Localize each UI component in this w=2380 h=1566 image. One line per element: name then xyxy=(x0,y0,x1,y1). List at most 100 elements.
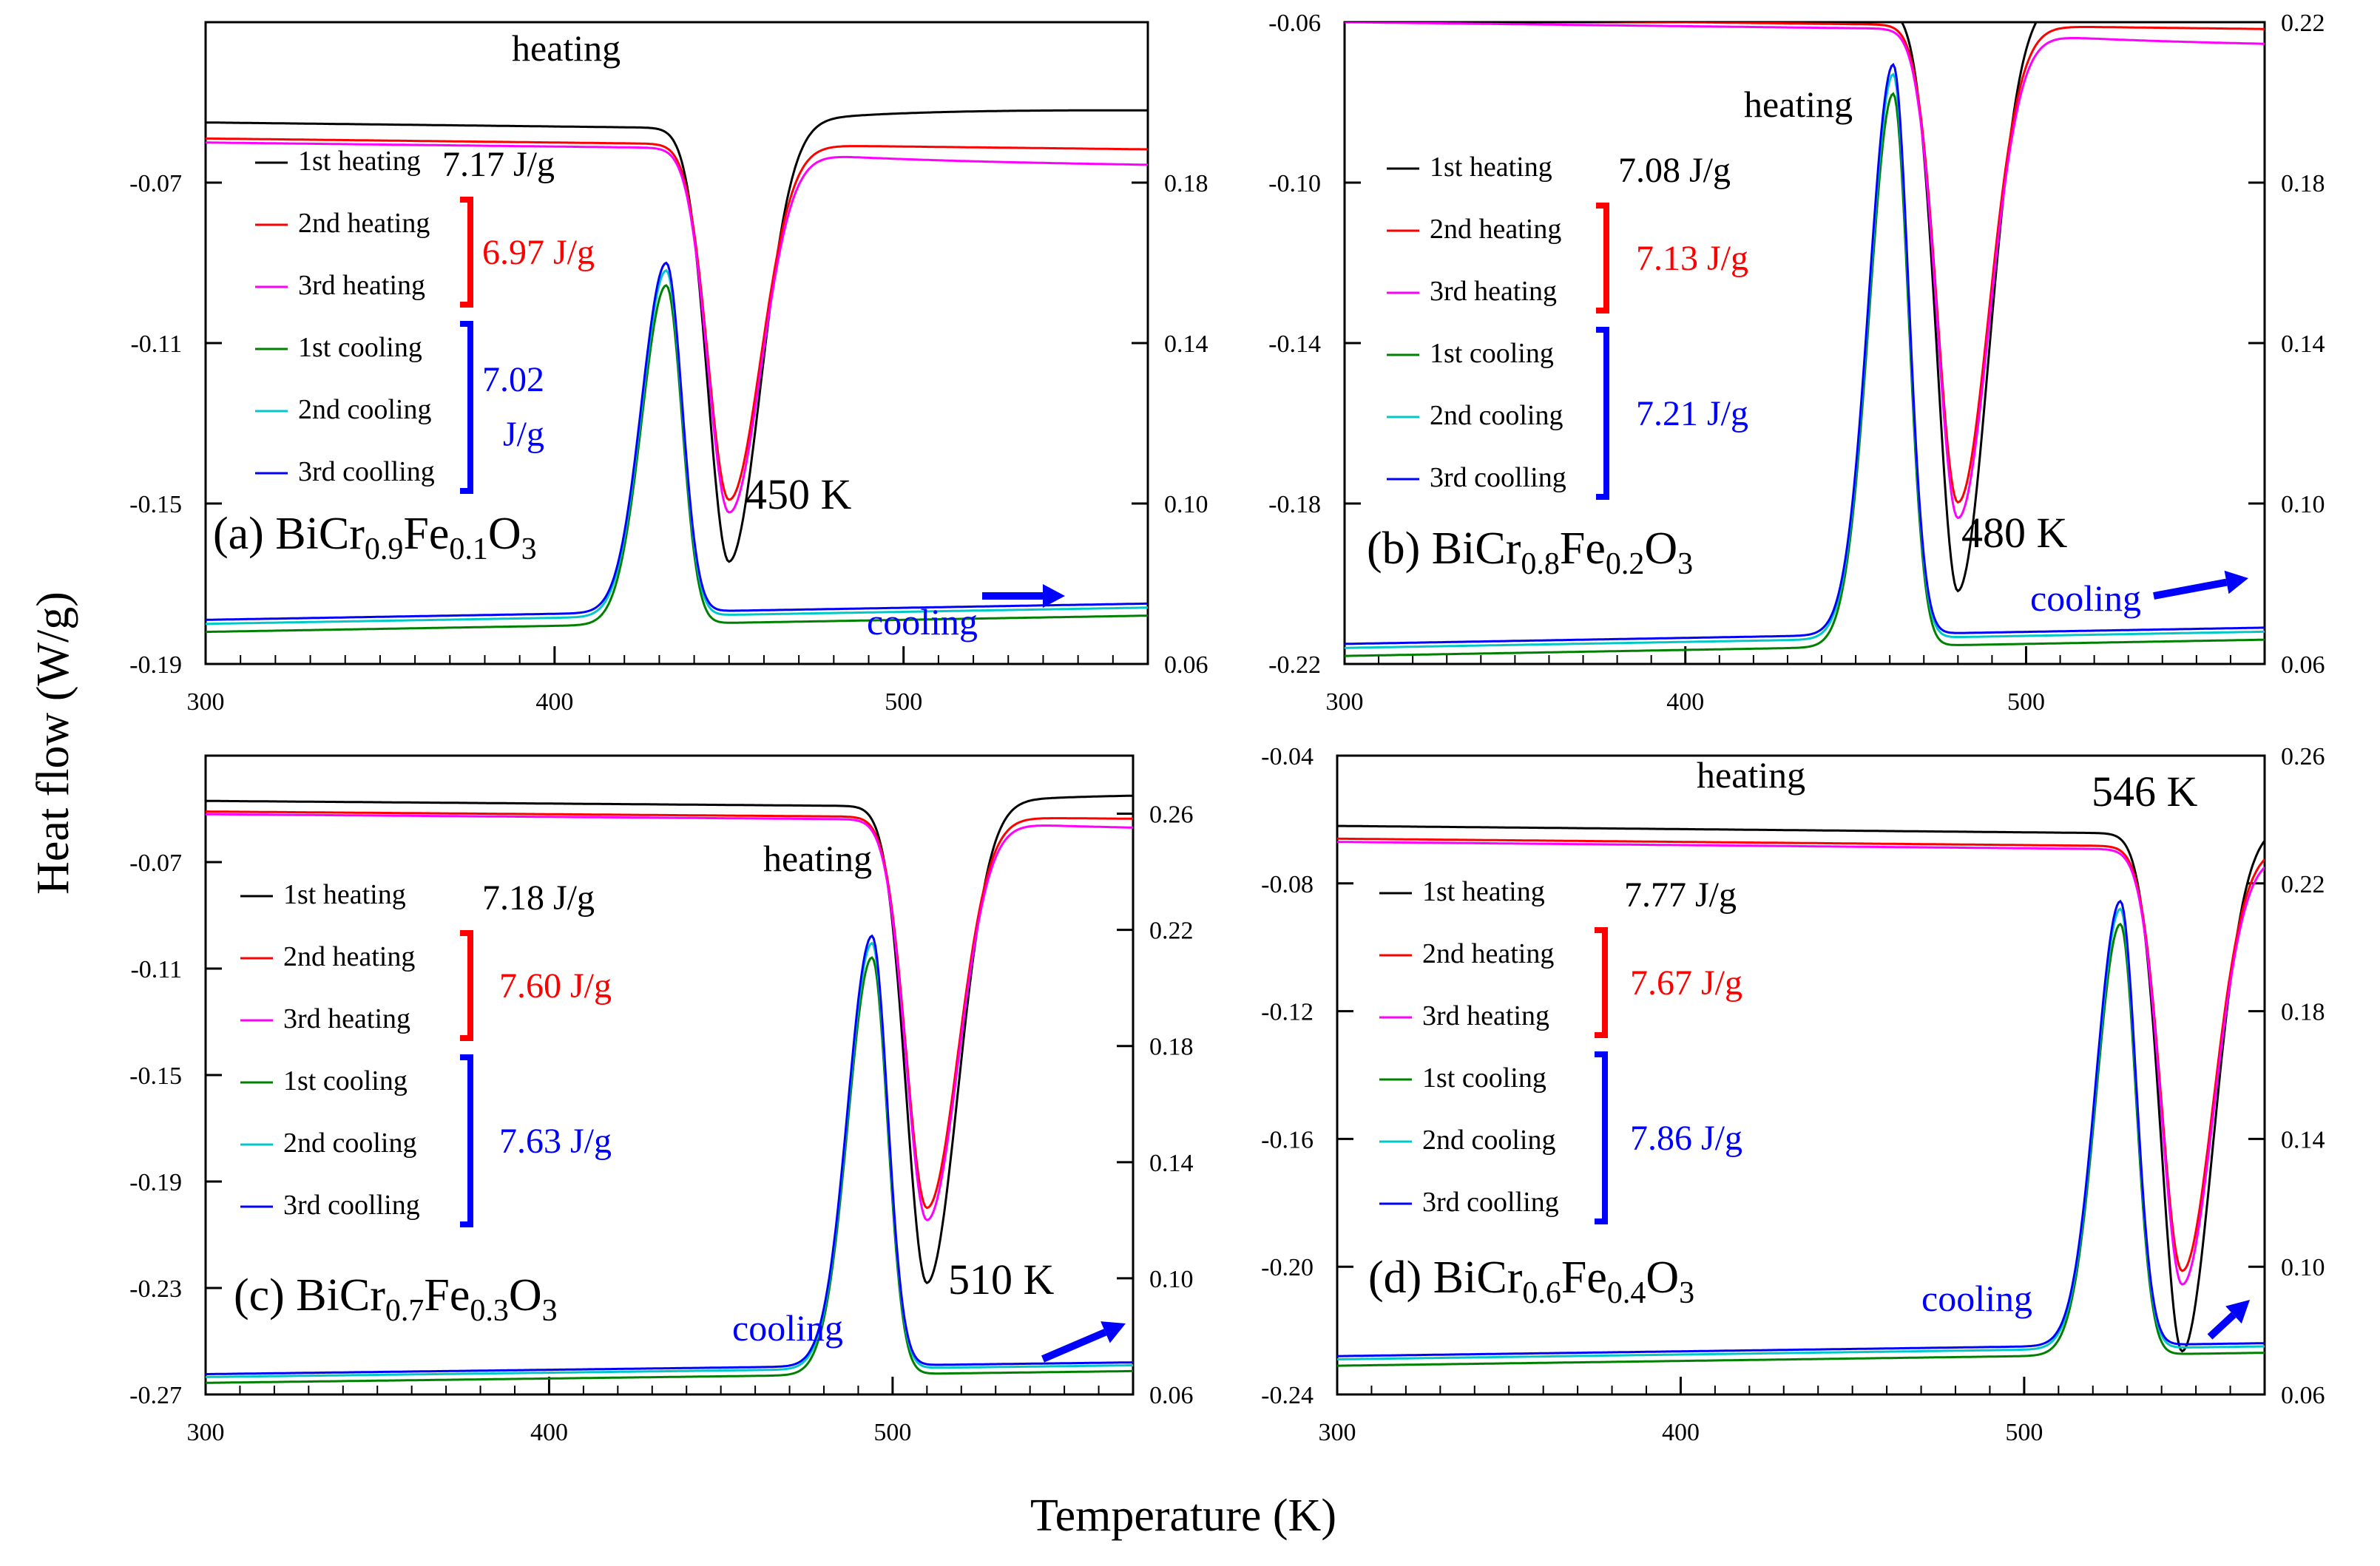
panel-title: (a) BiCr0.9Fe0.1O3 xyxy=(213,509,537,566)
panel-title: (c) BiCr0.7Fe0.3O3 xyxy=(234,1270,558,1328)
curve-1st-heating xyxy=(1337,824,2265,1353)
enthalpy-1st-heating: 7.17 J/g xyxy=(442,145,555,184)
y-left-tick-label: -0.18 xyxy=(1268,491,1321,518)
y-right-tick-label: 0.06 xyxy=(1164,651,1208,679)
y-right-tick-label: 0.22 xyxy=(2281,10,2325,37)
legend-label: 2nd cooling xyxy=(298,394,431,425)
curve-3rd-heating xyxy=(1345,22,2265,520)
y-left-tick-label: -0.22 xyxy=(1268,651,1321,679)
direction-arrow-head-icon xyxy=(2225,1300,2250,1324)
curve-2nd-heating xyxy=(206,810,1133,1210)
panel-d: 300 400 500 -0.04 -0.08 -0.12 -0.16 -0.20 -0.24 0… xyxy=(1261,743,2325,1446)
y-right-tick-label: 0.14 xyxy=(2281,331,2325,358)
enthalpy-heating: 7.60 J/g xyxy=(499,966,612,1006)
y-left-tick-label: -0.15 xyxy=(129,1062,182,1090)
enthalpy-1st-heating: 7.08 J/g xyxy=(1618,151,1731,190)
panels: 300 400 500 -0.07 -0.11 -0.15 -0.19 0.18 0.14 0.1… xyxy=(129,10,2325,1446)
legend-label: 2nd cooling xyxy=(283,1128,416,1159)
curves xyxy=(206,109,1148,634)
legend-label: 3rd heating xyxy=(283,1003,410,1034)
cooling-bracket xyxy=(1595,1051,1608,1224)
plot-frame xyxy=(1336,754,2266,1396)
y-right-tick-label: 0.22 xyxy=(1149,918,1194,945)
curve-2nd-cooling xyxy=(1345,72,2265,649)
transition-temperature-label: 546 K xyxy=(2092,767,2198,816)
curves xyxy=(1345,22,2265,657)
heating-label: heating xyxy=(512,27,621,69)
y-right-tick-label: 0.26 xyxy=(1149,801,1194,829)
curve-2nd-heating xyxy=(1588,22,2265,504)
y-left-tick-label: -0.19 xyxy=(129,1169,182,1196)
x-tick-label: 400 xyxy=(535,688,573,716)
enthalpy-cooling: 7.21 J/g xyxy=(1636,394,1748,433)
cooling-label: cooling xyxy=(867,601,978,643)
y-left-tick-label: -0.14 xyxy=(1268,331,1321,358)
y-left-tick-label: -0.12 xyxy=(1261,999,1314,1026)
legend-label: 2nd heating xyxy=(298,208,430,239)
y-left-tick-label: -0.07 xyxy=(129,170,182,197)
panel-c: 300 400 500 -0.07 -0.11 -0.15 -0.19 -0.23 -0.27 0… xyxy=(129,754,1194,1446)
curve-3rd-cooling xyxy=(206,934,1133,1375)
x-tick-label: 400 xyxy=(530,1419,568,1446)
y-right-tick-label: 0.10 xyxy=(2281,491,2325,518)
y-left-tick-label: -0.08 xyxy=(1261,871,1314,898)
cooling-bracket xyxy=(1596,327,1609,500)
enthalpy-heating: 7.13 J/g xyxy=(1636,239,1748,278)
enthalpy-heating: 7.67 J/g xyxy=(1630,963,1742,1003)
curve-1st-cooling xyxy=(1345,92,2265,657)
enthalpy-1st-heating: 7.18 J/g xyxy=(482,878,595,918)
x-tick-label: 500 xyxy=(885,688,922,716)
x-tick-label: 300 xyxy=(1319,1419,1356,1446)
curves xyxy=(1337,824,2265,1367)
curve-2nd-heating xyxy=(206,137,1148,501)
y-right-tick-label: 0.18 xyxy=(1149,1034,1194,1061)
x-tick-label: 300 xyxy=(1326,688,1364,716)
legend-label: 3rd heating xyxy=(1422,1000,1549,1031)
transition-temperature-label: 480 K xyxy=(1961,509,2068,557)
x-tick-label: 400 xyxy=(1662,1419,1700,1446)
direction-arrow-head-icon xyxy=(1043,584,1065,608)
y-right-tick-label: 0.06 xyxy=(1149,1382,1194,1409)
legend-label: 2nd heating xyxy=(1422,938,1554,969)
cooling-bracket xyxy=(460,321,473,494)
legend-label: 1st heating xyxy=(1422,876,1545,907)
legend-label: 3rd coolling xyxy=(283,1190,420,1221)
y-right-tick-label: 0.10 xyxy=(1149,1266,1194,1293)
x-tick-label: 300 xyxy=(187,688,225,716)
enthalpy-heating: 6.97 J/g xyxy=(482,233,595,272)
y-left-tick-label: -0.24 xyxy=(1261,1382,1314,1409)
legend-label: 2nd heating xyxy=(1430,214,1561,245)
y-right-tick-label: 0.14 xyxy=(2281,1126,2325,1153)
y-left-tick-label: -0.06 xyxy=(1268,10,1321,37)
y-right-tick-label: 0.14 xyxy=(1149,1150,1194,1177)
legend-label: 1st heating xyxy=(283,879,406,910)
cooling-label: cooling xyxy=(2030,577,2141,619)
curve-1st-cooling xyxy=(206,284,1148,634)
curve-3rd-heating xyxy=(206,141,1148,514)
heating-bracket xyxy=(1595,927,1608,1038)
curve-2nd-cooling xyxy=(206,941,1133,1378)
transition-temperature-label: 450 K xyxy=(746,470,852,518)
curve-3rd-heating xyxy=(206,813,1133,1221)
y-left-tick-label: -0.15 xyxy=(129,491,182,518)
y-left-tick-label: -0.23 xyxy=(129,1275,182,1303)
y-right-tick-label: 0.26 xyxy=(2281,743,2325,770)
y-right-tick-label: 0.06 xyxy=(2281,651,2325,679)
legend-label: 2nd heating xyxy=(283,941,415,972)
cooling-label: cooling xyxy=(1921,1278,2032,1319)
y-axis-label: Heat flow (W/g) xyxy=(28,592,78,895)
transition-temperature-label: 510 K xyxy=(948,1255,1055,1304)
panel-title: (d) BiCr0.6Fe0.4O3 xyxy=(1368,1253,1694,1310)
legend-label: 3rd heating xyxy=(1430,276,1557,307)
enthalpy-cooling: 7.02 xyxy=(482,360,544,399)
curves xyxy=(206,794,1133,1384)
legend-label: 1st cooling xyxy=(1422,1062,1546,1094)
legend-label: 1st cooling xyxy=(283,1065,408,1096)
legend-label: 1st heating xyxy=(1430,152,1552,183)
heating-label: heating xyxy=(763,838,872,879)
direction-arrow-head-icon xyxy=(2224,570,2248,594)
curve-3rd-cooling xyxy=(206,261,1148,621)
legend-label: 3rd coolling xyxy=(1422,1187,1559,1218)
y-right-tick-label: 0.22 xyxy=(2281,871,2325,898)
